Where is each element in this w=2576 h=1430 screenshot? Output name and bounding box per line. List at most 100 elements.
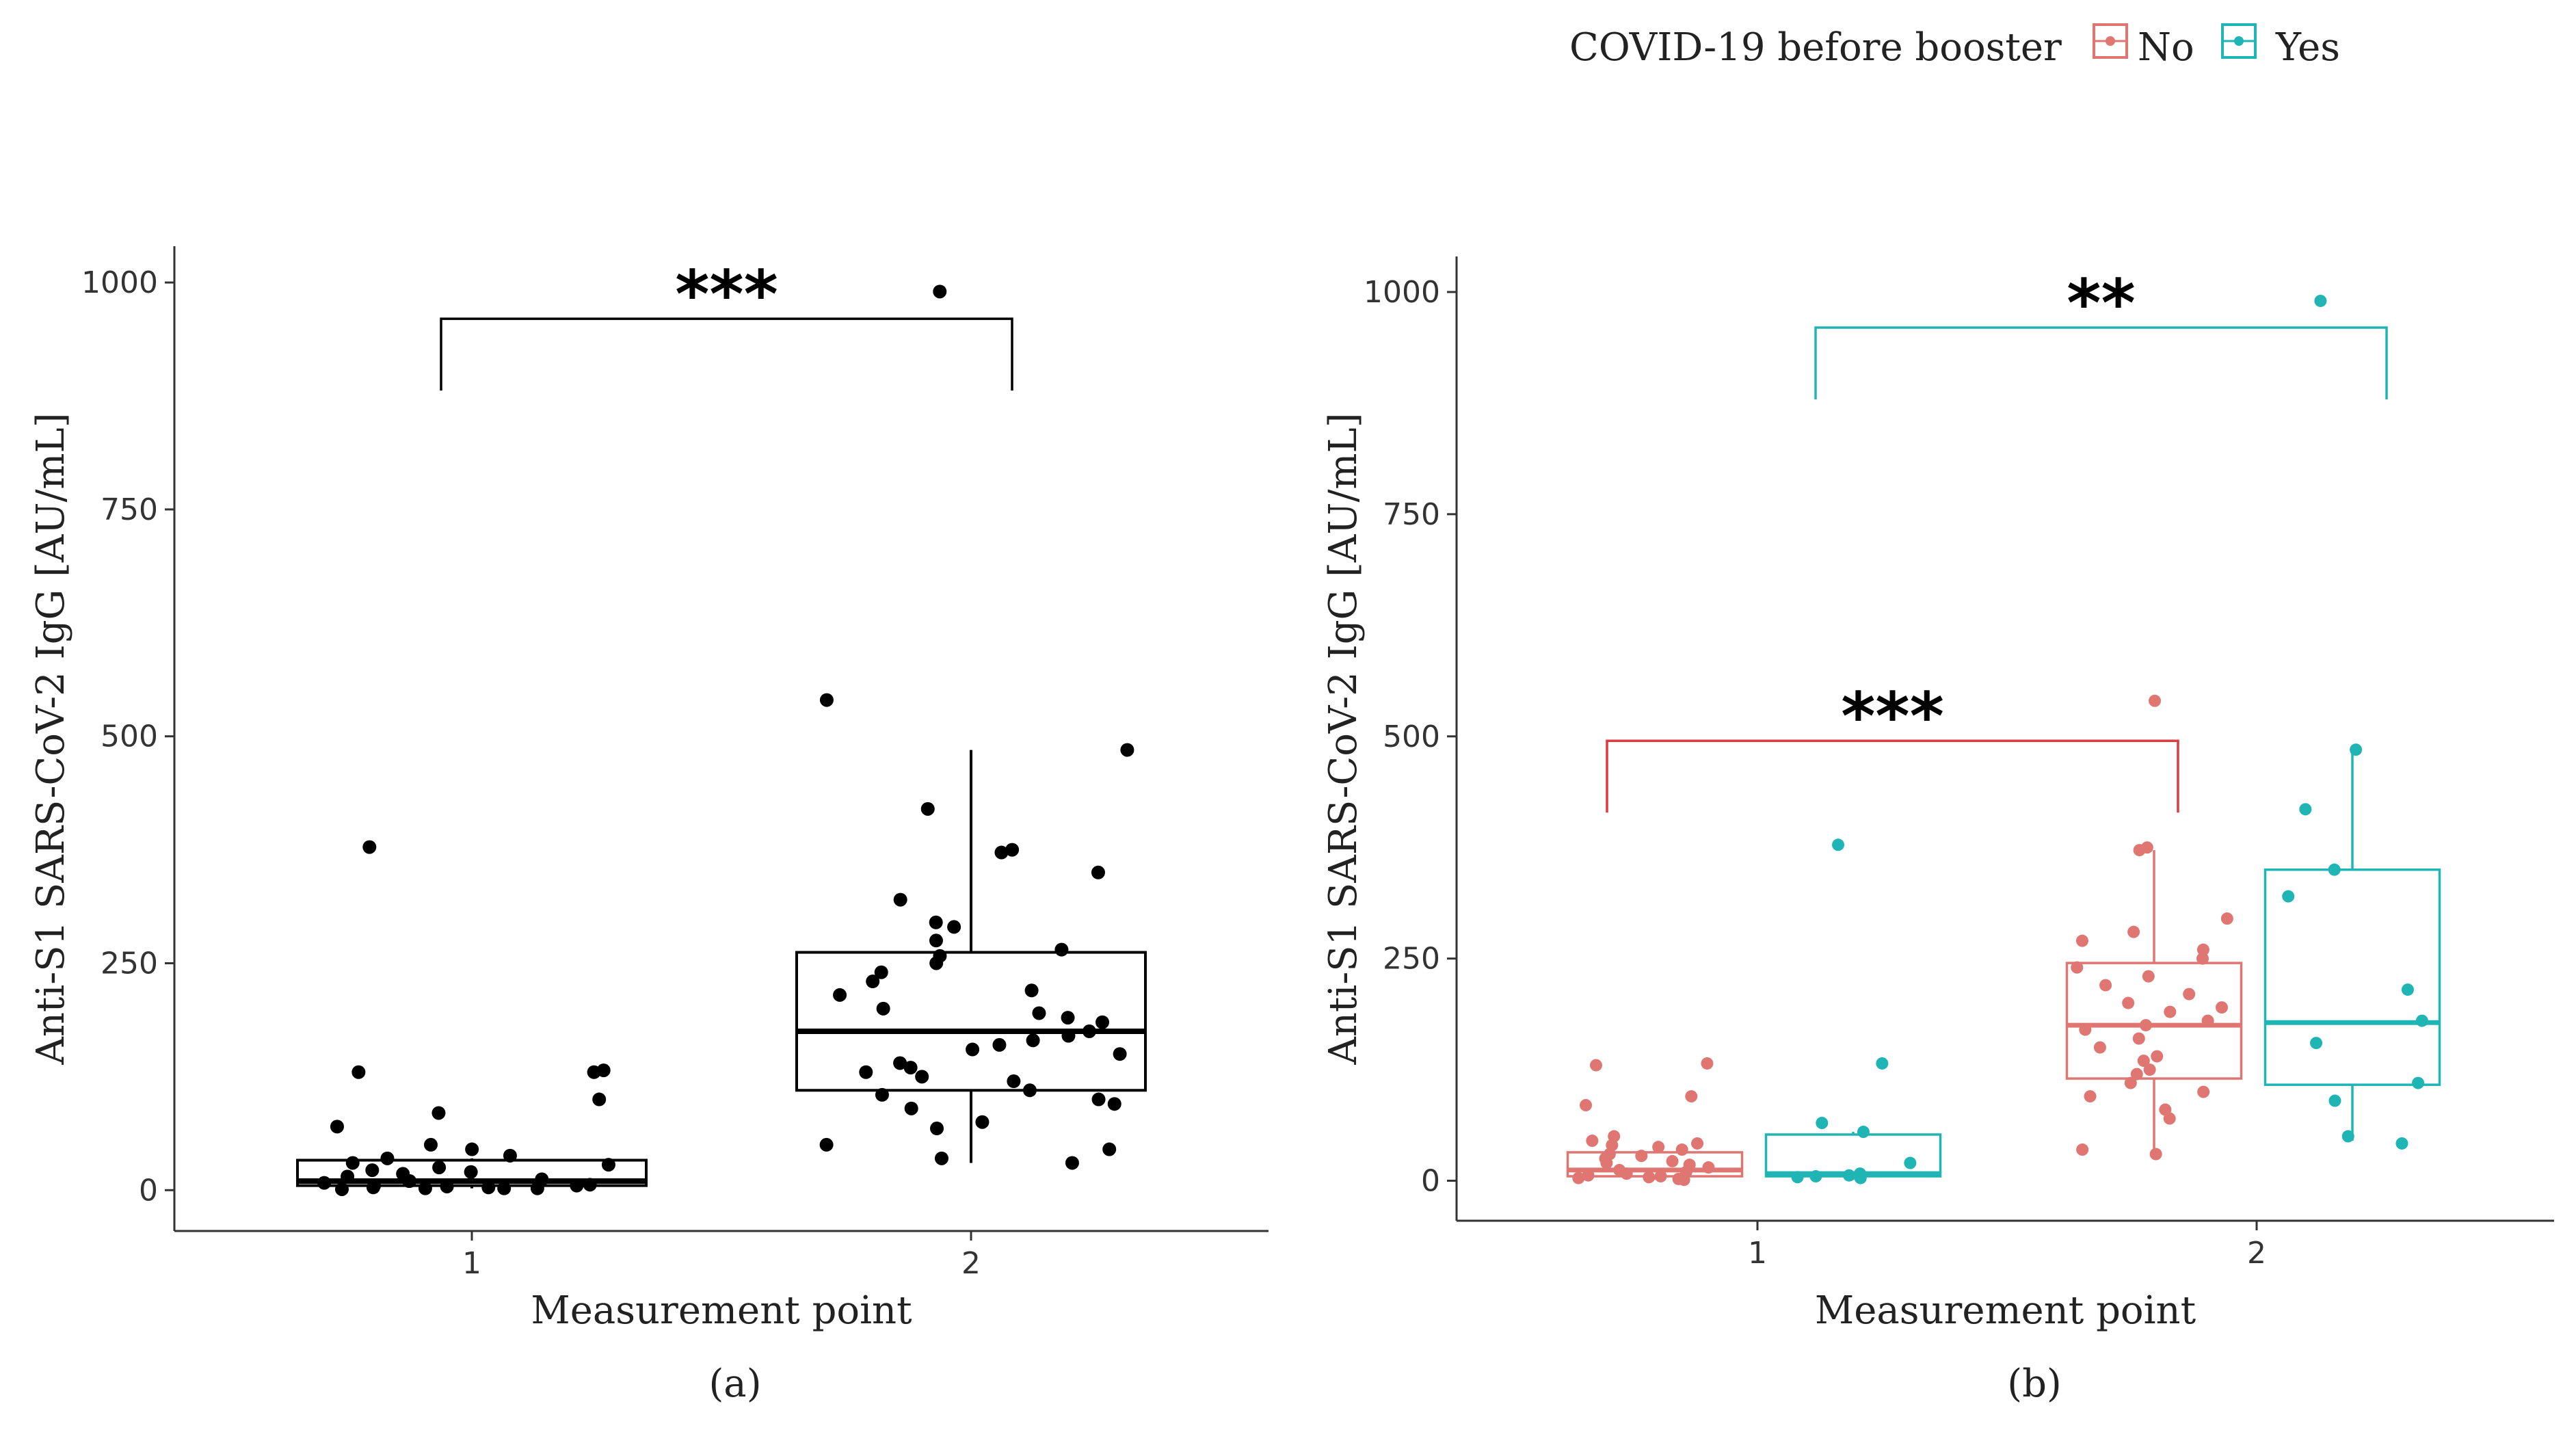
y-tick-label: 500 [1383,719,1440,754]
y-tick-label: 0 [139,1173,158,1208]
legend-key-no-dot [2106,36,2115,46]
data-point [874,965,888,979]
bracket-line [1814,326,2388,399]
data-point [2299,803,2312,816]
data-point [583,1178,597,1192]
data-point [601,1158,615,1172]
panel-label-b: (b) [2007,1362,2062,1406]
box-no-2 [2065,694,2243,1161]
data-point [2395,1137,2408,1150]
data-point [345,1156,360,1170]
data-point [929,934,943,948]
data-point [365,1163,380,1178]
box-iqr [2065,962,2243,1080]
legend-item-no: No [2093,23,2194,70]
data-point [929,915,943,929]
box-yes-2 [2263,294,2441,1150]
x-tick-label: 1 [1748,1236,1767,1271]
data-point [2341,1130,2354,1143]
data-point [893,1056,907,1070]
y-tick-label: 750 [101,492,158,527]
data-point [1580,1099,1593,1112]
data-point [2216,1001,2229,1014]
data-point [1675,1143,1688,1156]
data-point [362,840,377,854]
data-point [431,1106,446,1120]
data-point [875,1087,889,1102]
data-point [418,1181,432,1195]
data-point [1102,1142,1117,1156]
legend-label-yes: Yes [2275,25,2340,70]
data-point [1685,1090,1698,1103]
significance-bracket: *** [440,256,1013,391]
data-point [1107,1097,1121,1111]
significance-bracket: ** [1814,265,2388,399]
x-axis-title: Measurement point [1815,1288,2196,1333]
data-point [915,1070,929,1084]
data-point [1582,1169,1595,1182]
data-point [975,1115,990,1129]
data-point [1702,1161,1715,1174]
data-point [592,1092,607,1107]
data-point [1005,843,1020,857]
legend-label-no: No [2138,25,2194,70]
y-tick-label: 1000 [1364,275,1440,310]
data-point [930,1122,944,1136]
data-point [966,1042,980,1057]
data-point [351,1065,366,1079]
legend-item-yes: Yes [2221,23,2340,70]
x-tick-label: 2 [961,1246,981,1281]
box-iqr [795,951,1147,1092]
data-point [1061,1011,1075,1025]
data-point [1586,1135,1599,1148]
data-point [1024,983,1039,998]
data-point [330,1120,344,1134]
data-point [2149,694,2162,707]
panel-label-a: (a) [708,1362,761,1406]
data-point [934,1151,948,1165]
data-point [440,1179,454,1193]
data-point [819,693,834,707]
data-point [893,892,907,907]
data-point [2079,1023,2092,1036]
data-point [1007,1074,1021,1089]
data-point [2127,925,2140,938]
data-point [530,1181,544,1195]
data-point [497,1181,512,1195]
data-point [402,1174,416,1189]
data-point [876,1001,890,1016]
data-point [1691,1137,1704,1150]
box-yes-1 [1764,838,1942,1184]
data-point [1091,865,1105,879]
legend-key-yes-dot [2234,36,2244,46]
data-point [1666,1154,1679,1167]
data-point [1600,1156,1613,1169]
data-point [464,1165,478,1179]
data-point [596,1063,611,1078]
box-no-1 [1566,1057,1744,1187]
data-point [920,802,935,816]
data-point [1091,1092,1106,1107]
data-point [570,1178,584,1193]
y-tick-label: 0 [1421,1164,1440,1199]
data-point [2130,1068,2143,1081]
data-point [1791,1171,1804,1184]
data-point [341,1169,355,1184]
data-point [317,1176,332,1190]
box-iqr [296,1158,648,1187]
data-point [2076,1143,2089,1156]
box-all-1 [296,840,648,1196]
y-tick-label: 250 [101,946,158,981]
data-point [2310,1037,2323,1050]
data-point [503,1148,517,1163]
data-point [859,1065,873,1079]
data-point [2084,1090,2097,1103]
data-point [1809,1170,1822,1183]
legend: COVID-19 before booster No Yes [1569,23,2340,70]
data-point [334,1182,349,1196]
panel-b-chart: 0 250 500 750 1000 1 2 Measurement point Anti-S1… [1321,256,2554,1333]
data-point [1701,1057,1714,1070]
data-point [1654,1170,1667,1183]
panel-a-chart: 0 250 500 750 1000 1 2 Measurement point Anti-S1… [29,246,1269,1333]
data-point [819,1137,834,1152]
